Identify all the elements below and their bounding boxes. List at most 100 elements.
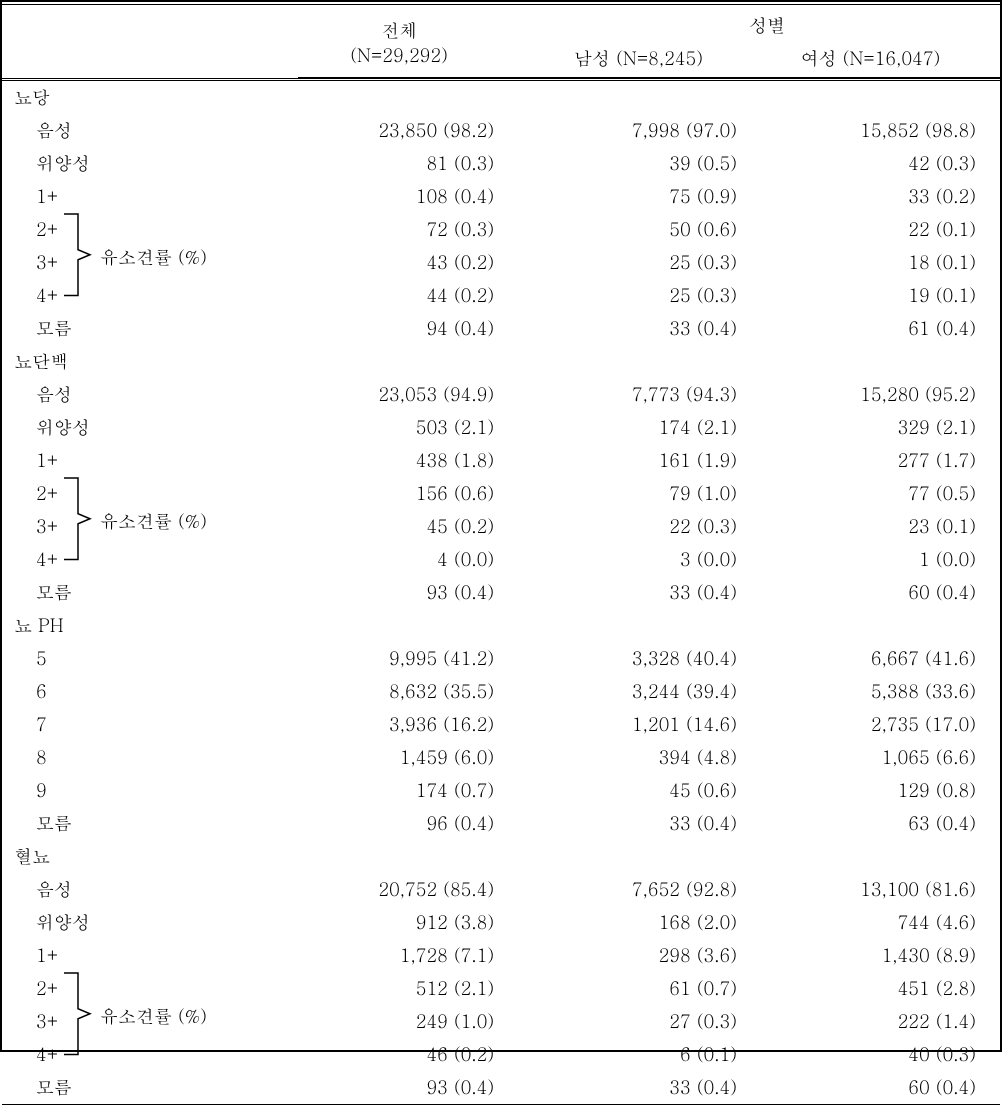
cell-female: 42 (0.3) [759,147,1000,180]
table-row: 3+43 (0.2)25 (0.3)18 (0.1) [2,246,1000,279]
cell-female: 60 (0.4) [759,576,1000,609]
cell-female: 129 (0.8) [759,774,1000,807]
cell-female: 33 (0.2) [759,180,1000,213]
row-label: 모름 [2,1071,298,1105]
cell-female: 77 (0.5) [759,477,1000,510]
cell-male: 25 (0.3) [534,279,759,312]
cell-female: 60 (0.4) [759,1071,1000,1105]
table-row: 81,459 (6.0)394 (4.8)1,065 (6.6) [2,741,1000,774]
cell-female: 15,852 (98.8) [759,114,1000,147]
male-header: 남성 (N=8,245) [574,46,703,71]
cell-male: 394 (4.8) [534,741,759,774]
cell-female: 61 (0.4) [759,312,1000,345]
cell-total: 3,936 (16.2) [298,708,534,741]
cell-female: 5,388 (33.6) [759,675,1000,708]
cell-male: 298 (3.6) [534,939,759,972]
section-header-row: 뇨단백 [2,345,1000,378]
cell-female: 277 (1.7) [759,444,1000,477]
cell-female: 63 (0.4) [759,807,1000,840]
cell-total: 46 (0.2) [298,1038,534,1071]
table-row: 1+1,728 (7.1)298 (3.6)1,430 (8.9) [2,939,1000,972]
cell-male: 33 (0.4) [534,312,759,345]
section-header-row: 혈뇨 [2,840,1000,873]
row-label: 3+ [2,1005,298,1038]
cell-male: 79 (1.0) [534,477,759,510]
table-row: 4+44 (0.2)25 (0.3)19 (0.1) [2,279,1000,312]
row-label: 모름 [2,576,298,609]
cell-total: 8,632 (35.5) [298,675,534,708]
table-row: 68,632 (35.5)3,244 (39.4)5,388 (33.6) [2,675,1000,708]
cell-female: 222 (1.4) [759,1005,1000,1038]
data-table: 전체 (N=29,292) 성별 남성 (N=8,245) 여성 (N=16,0… [2,4,1000,1105]
cell-total: 912 (3.8) [298,906,534,939]
cell-male: 33 (0.4) [534,576,759,609]
cell-total: 20,752 (85.4) [298,873,534,906]
cell-female: 13,100 (81.6) [759,873,1000,906]
cell-male: 22 (0.3) [534,510,759,543]
table-row: 모름96 (0.4)33 (0.4)63 (0.4) [2,807,1000,840]
table-row: 음성23,850 (98.2)7,998 (97.0)15,852 (98.8) [2,114,1000,147]
cell-female: 40 (0.3) [759,1038,1000,1071]
cell-total: 503 (2.1) [298,411,534,444]
cell-total: 45 (0.2) [298,510,534,543]
row-label: 음성 [2,873,298,906]
row-label: 9 [2,774,298,807]
cell-female: 451 (2.8) [759,972,1000,1005]
cell-total: 174 (0.7) [298,774,534,807]
row-label: 1+ [2,444,298,477]
cell-total: 23,053 (94.9) [298,378,534,411]
cell-female: 1,430 (8.9) [759,939,1000,972]
cell-female: 6,667 (41.6) [759,642,1000,675]
cell-total: 44 (0.2) [298,279,534,312]
row-label: 위양성 [2,906,298,939]
cell-total: 249 (1.0) [298,1005,534,1038]
total-header-label: 전체 [381,18,417,43]
cell-male: 7,998 (97.0) [534,114,759,147]
table-row: 위양성503 (2.1)174 (2.1)329 (2.1) [2,411,1000,444]
row-label: 4+ [2,279,298,312]
cell-male: 3,328 (40.4) [534,642,759,675]
cell-male: 33 (0.4) [534,807,759,840]
cell-total: 512 (2.1) [298,972,534,1005]
cell-total: 108 (0.4) [298,180,534,213]
table-row: 음성20,752 (85.4)7,652 (92.8)13,100 (81.6) [2,873,1000,906]
table-row: 위양성81 (0.3)39 (0.5)42 (0.3) [2,147,1000,180]
table-row: 9174 (0.7)45 (0.6)129 (0.8) [2,774,1000,807]
section-title: 뇨당 [2,80,298,115]
table-body: 뇨당음성23,850 (98.2)7,998 (97.0)15,852 (98.… [2,80,1000,1105]
cell-male: 6 (0.1) [534,1038,759,1071]
cell-total: 1,459 (6.0) [298,741,534,774]
section-header-row: 뇨 PH [2,609,1000,642]
row-label: 1+ [2,180,298,213]
section-title: 혈뇨 [2,840,298,873]
female-header: 여성 (N=16,047) [801,46,941,71]
table-row: 위양성912 (3.8)168 (2.0)744 (4.6) [2,906,1000,939]
row-label: 1+ [2,939,298,972]
cell-male: 33 (0.4) [534,1071,759,1105]
table-row: 1+438 (1.8)161 (1.9)277 (1.7) [2,444,1000,477]
cell-total: 23,850 (98.2) [298,114,534,147]
cell-total: 96 (0.4) [298,807,534,840]
table-row: 모름94 (0.4)33 (0.4)61 (0.4) [2,312,1000,345]
cell-male: 7,652 (92.8) [534,873,759,906]
row-label: 모름 [2,312,298,345]
cell-total: 94 (0.4) [298,312,534,345]
cell-total: 72 (0.3) [298,213,534,246]
cell-female: 1 (0.0) [759,543,1000,576]
table-row: 4+46 (0.2)6 (0.1)40 (0.3) [2,1038,1000,1071]
row-label: 4+ [2,1038,298,1071]
table-row: 3+249 (1.0)27 (0.3)222 (1.4) [2,1005,1000,1038]
sex-header-label: 성별 [749,13,785,38]
cell-male: 168 (2.0) [534,906,759,939]
row-label: 3+ [2,510,298,543]
table-row: 59,995 (41.2)3,328 (40.4)6,667 (41.6) [2,642,1000,675]
table-row: 모름93 (0.4)33 (0.4)60 (0.4) [2,576,1000,609]
row-label: 위양성 [2,147,298,180]
row-label: 5 [2,642,298,675]
row-label: 2+유소견률 (%) [2,477,298,510]
cell-male: 174 (2.1) [534,411,759,444]
cell-male: 50 (0.6) [534,213,759,246]
cell-male: 3,244 (39.4) [534,675,759,708]
section-header-row: 뇨당 [2,80,1000,115]
header-row-1: 전체 (N=29,292) 성별 [2,5,1000,43]
